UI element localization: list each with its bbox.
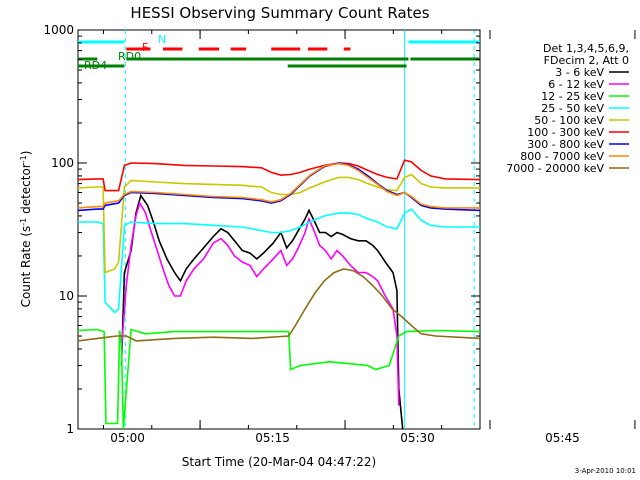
vertical-markers [124, 30, 475, 429]
x-tick-label: 05:30 [400, 431, 435, 445]
legend-label: 50 - 100 keV [534, 114, 604, 127]
series-line [120, 200, 400, 406]
y-tick-label: 100 [51, 156, 74, 170]
annotation-RD0: RD0 [118, 50, 141, 63]
series-line [78, 208, 480, 314]
series-line [77, 162, 480, 209]
legend-label: 300 - 800 keV [527, 138, 604, 151]
legend-label: 100 - 300 keV [527, 126, 604, 139]
series-line [77, 328, 481, 430]
series-line [120, 193, 404, 430]
plot-area: N F RD0 RD4 [77, 29, 481, 430]
x-axis-label: Start Time (20-Mar-04 04:47:22) [182, 455, 376, 469]
legend-header-line-1: Det 1,3,4,5,6,9, [543, 42, 629, 55]
legend-header-line-2: FDecim 2, Att 0 [544, 54, 629, 67]
chart-title: HESSI Observing Summary Count Rates [130, 4, 429, 22]
y-axis: 1 10 100 1000 [43, 23, 480, 436]
series-line [77, 173, 480, 274]
state-bars [78, 40, 480, 68]
series-line [77, 268, 481, 342]
plot-frame [77, 29, 481, 430]
legend-label: 25 - 50 keV [541, 102, 604, 115]
x-tick-label: 05:45 [545, 431, 580, 445]
y-tick-label: 10 [59, 289, 74, 303]
y-axis-label: Count Rate (s-1 detector-1) [19, 151, 34, 308]
legend: Det 1,3,4,5,6,9, FDecim 2, Att 0 3 - 6 k… [506, 42, 629, 175]
legend-label: 800 - 7000 keV [520, 150, 604, 163]
annotation-RD4: RD4 [84, 59, 107, 72]
y-tick-label: 1000 [43, 23, 74, 37]
y-tick-label: 1 [66, 422, 74, 436]
series-layer [77, 159, 481, 430]
render-timestamp: 3-Apr-2010 10:01 [575, 467, 636, 475]
annotation-N: N [158, 33, 166, 46]
x-tick-label: 05:15 [255, 431, 290, 445]
legend-label: 3 - 6 keV [555, 66, 604, 79]
x-tick-label: 05:00 [110, 431, 145, 445]
legend-label: 7000 - 20000 keV [506, 162, 604, 175]
legend-label: 6 - 12 keV [548, 78, 604, 91]
series-line [77, 159, 481, 192]
annotation-F: F [142, 41, 148, 54]
legend-label: 12 - 25 keV [541, 90, 604, 103]
